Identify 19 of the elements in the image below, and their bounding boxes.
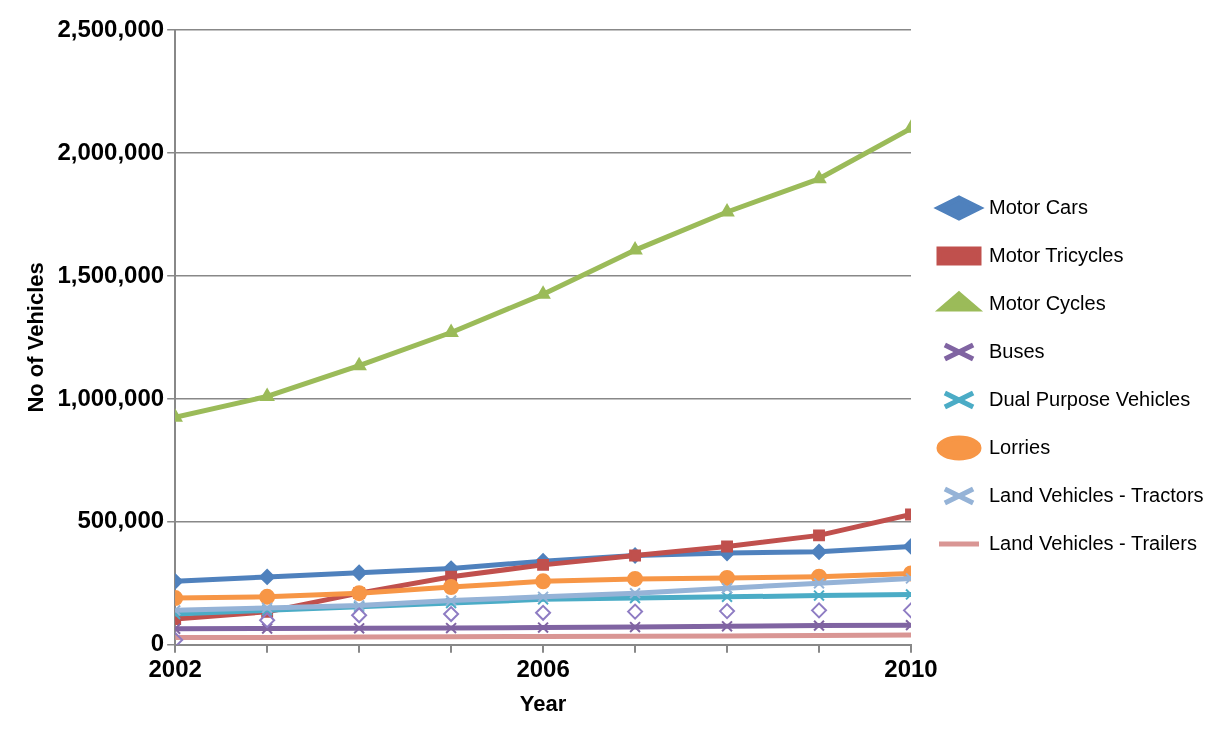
x-axis-title: Year	[519, 690, 567, 716]
y-tick-label: 2,500,000	[57, 14, 165, 42]
legend-label: Land Vehicles - Tractors	[989, 483, 1204, 506]
legend-label: Motor Cars	[989, 195, 1088, 218]
x-tick-label: 2010	[884, 654, 938, 682]
legend-label: Motor Tricycles	[989, 243, 1124, 266]
legend-label: Motor Cycles	[989, 291, 1106, 314]
y-tick-label: 1,500,000	[57, 260, 165, 288]
y-tick-label: 0	[150, 629, 165, 657]
y-axis-title: No of Vehicles	[23, 262, 49, 413]
y-tick-label: 1,000,000	[57, 383, 165, 411]
legend-label: Dual Purpose Vehicles	[989, 387, 1191, 410]
legend-label: Land Vehicles - Trailers	[989, 531, 1197, 554]
y-tick-label: 2,000,000	[57, 137, 165, 165]
legend-label: Lorries	[989, 435, 1051, 458]
x-tick-label: 2006	[516, 654, 570, 682]
x-tick-label: 2002	[148, 654, 202, 682]
y-tick-label: 500,000	[77, 506, 165, 534]
legend-label: Buses	[989, 339, 1045, 362]
